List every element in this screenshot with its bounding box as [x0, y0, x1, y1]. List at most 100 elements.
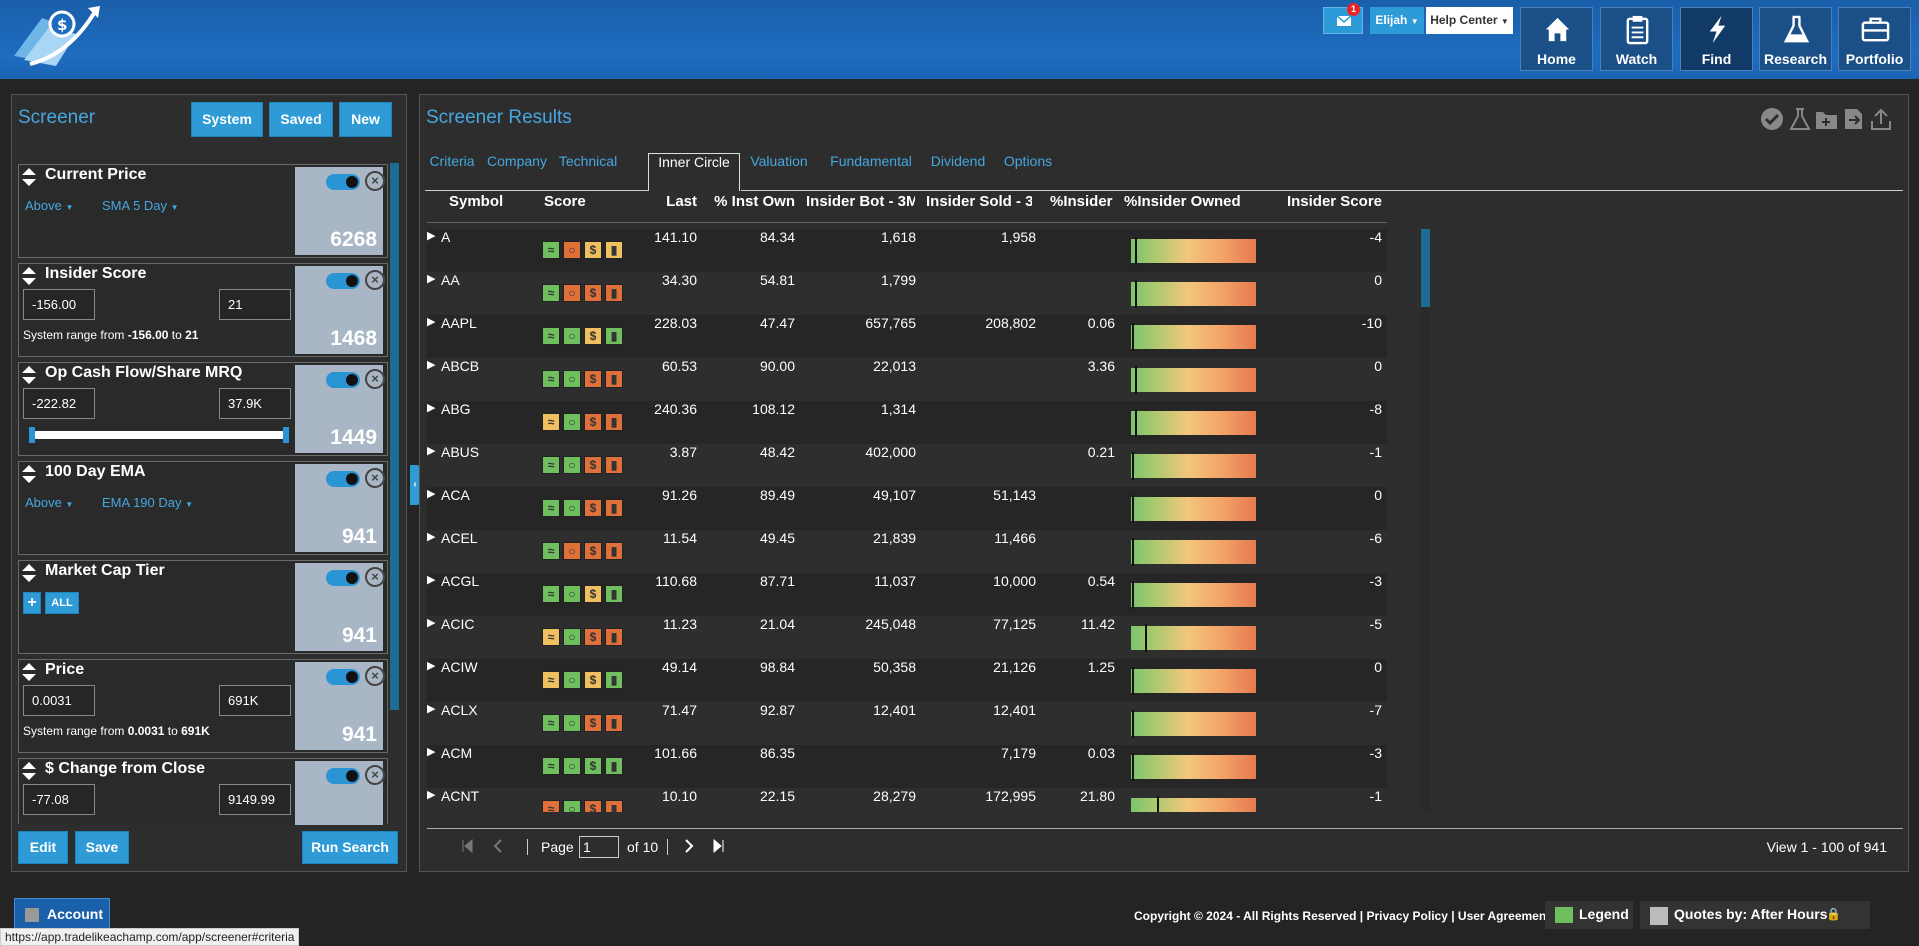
cell-symbol[interactable]: ACGL: [441, 573, 480, 589]
cell-symbol[interactable]: ABG: [441, 401, 471, 417]
score-trend-icon[interactable]: ≈: [542, 456, 560, 474]
privacy-link[interactable]: Privacy Policy: [1366, 909, 1448, 923]
sort-handle-icon[interactable]: [22, 762, 36, 780]
table-row[interactable]: ▶ ACGL ≈ ○ $ ▮ 110.68 87.71 11,037 10,000 0.54 -3: [427, 573, 1387, 616]
tab-dividend[interactable]: Dividend: [930, 153, 986, 169]
remove-icon[interactable]: ×: [365, 171, 385, 191]
score-circle-icon[interactable]: ○: [563, 456, 581, 474]
score-bar-chart-icon[interactable]: ▮: [605, 327, 623, 345]
nav-portfolio[interactable]: Portfolio: [1838, 7, 1911, 71]
sort-handle-icon[interactable]: [22, 663, 36, 681]
score-dollar-icon[interactable]: $: [584, 499, 602, 517]
score-circle-icon[interactable]: ○: [563, 284, 581, 302]
score-dollar-icon[interactable]: $: [584, 284, 602, 302]
score-bar-chart-icon[interactable]: ▮: [605, 800, 623, 812]
expand-row-icon[interactable]: ▶: [427, 531, 436, 543]
enable-toggle[interactable]: [326, 471, 360, 487]
expand-row-icon[interactable]: ▶: [427, 703, 436, 715]
cell-symbol[interactable]: AAPL: [441, 315, 477, 331]
indicator-dropdown[interactable]: SMA 5 Day ▼: [102, 198, 179, 213]
col-insider-bot[interactable]: Insider Bot - 3M: [806, 193, 915, 210]
col-insider-owned[interactable]: %Insider Owned: [1124, 193, 1241, 210]
expand-row-icon[interactable]: ▶: [427, 316, 436, 328]
score-dollar-icon[interactable]: $: [584, 585, 602, 603]
cell-symbol[interactable]: ACM: [441, 745, 473, 761]
score-circle-icon[interactable]: ○: [563, 542, 581, 560]
table-row[interactable]: ▶ ABCB ≈ ○ $ ▮ 60.53 90.00 22,013 3.36 0: [427, 358, 1387, 401]
enable-toggle[interactable]: [326, 174, 360, 190]
min-input[interactable]: -77.08: [23, 784, 95, 815]
last-page-icon[interactable]: [713, 839, 725, 853]
sort-handle-icon[interactable]: [22, 267, 36, 285]
score-trend-icon[interactable]: ≈: [542, 757, 560, 775]
page-input[interactable]: 1: [579, 836, 619, 858]
score-dollar-icon[interactable]: $: [584, 413, 602, 431]
table-row[interactable]: ▶ ACM ≈ ○ $ ▮ 101.66 86.35 7,179 0.03 -3: [427, 745, 1387, 788]
table-row[interactable]: ▶ ACNT ≈ ○ $ ▮ 10.10 22.15 28,279 172,995 21.80 -1: [427, 788, 1387, 812]
sort-handle-icon[interactable]: [22, 564, 36, 582]
score-trend-icon[interactable]: ≈: [542, 499, 560, 517]
score-bar-chart-icon[interactable]: ▮: [605, 499, 623, 517]
expand-row-icon[interactable]: ▶: [427, 746, 436, 758]
position-dropdown[interactable]: Above ▼: [25, 198, 73, 213]
score-bar-chart-icon[interactable]: ▮: [605, 714, 623, 732]
new-button[interactable]: New: [339, 102, 392, 137]
enable-toggle[interactable]: [326, 372, 360, 388]
score-circle-icon[interactable]: ○: [563, 413, 581, 431]
prev-page-icon[interactable]: [493, 839, 503, 853]
score-dollar-icon[interactable]: $: [584, 714, 602, 732]
score-dollar-icon[interactable]: $: [584, 542, 602, 560]
expand-row-icon[interactable]: ▶: [427, 574, 436, 586]
min-input[interactable]: -222.82: [23, 388, 95, 419]
expand-row-icon[interactable]: ▶: [427, 359, 436, 371]
expand-row-icon[interactable]: ▶: [427, 273, 436, 285]
table-row[interactable]: ▶ ACIW ≈ ○ $ ▮ 49.14 98.84 50,358 21,126 1.25 0: [427, 659, 1387, 702]
score-trend-icon[interactable]: ≈: [542, 628, 560, 646]
collapse-sidebar-tab[interactable]: ‹: [410, 465, 420, 505]
score-trend-icon[interactable]: ≈: [542, 327, 560, 345]
table-scrollbar-track[interactable]: [1421, 229, 1430, 812]
remove-icon[interactable]: ×: [365, 270, 385, 290]
score-bar-chart-icon[interactable]: ▮: [605, 542, 623, 560]
tab-company[interactable]: Company: [487, 153, 547, 169]
cell-symbol[interactable]: ABCB: [441, 358, 480, 374]
remove-icon[interactable]: ×: [365, 468, 385, 488]
max-input[interactable]: 691K: [219, 685, 291, 716]
table-row[interactable]: ▶ ABG ≈ ○ $ ▮ 240.36 108.12 1,314 -8: [427, 401, 1387, 444]
score-bar-chart-icon[interactable]: ▮: [605, 456, 623, 474]
expand-row-icon[interactable]: ▶: [427, 617, 436, 629]
col-inst-own[interactable]: % Inst Own: [714, 193, 795, 210]
table-row[interactable]: ▶ ACIC ≈ ○ $ ▮ 11.23 21.04 245,048 77,125 11.42 -5: [427, 616, 1387, 659]
enable-toggle[interactable]: [326, 768, 360, 784]
score-bar-chart-icon[interactable]: ▮: [605, 284, 623, 302]
nav-home[interactable]: Home: [1520, 7, 1593, 71]
tab-technical[interactable]: Technical: [558, 153, 618, 169]
col-pct-insider[interactable]: %Insider: [1050, 193, 1113, 210]
nav-research[interactable]: Research: [1759, 7, 1832, 71]
tier-all-chip[interactable]: ALL: [45, 592, 79, 614]
logo[interactable]: $: [10, 4, 102, 70]
score-circle-icon[interactable]: ○: [563, 370, 581, 388]
table-row[interactable]: ▶ AA ≈ ○ $ ▮ 34.30 54.81 1,799 0: [427, 272, 1387, 315]
col-symbol[interactable]: Symbol: [449, 193, 504, 210]
score-trend-icon[interactable]: ≈: [542, 800, 560, 812]
col-last[interactable]: Last: [666, 193, 697, 210]
enable-toggle[interactable]: [326, 570, 360, 586]
cell-symbol[interactable]: AA: [441, 272, 460, 288]
range-slider[interactable]: [33, 431, 285, 439]
nav-watch[interactable]: Watch: [1600, 7, 1673, 71]
file-export-icon[interactable]: [1845, 109, 1862, 129]
saved-button[interactable]: Saved: [269, 102, 333, 137]
expand-row-icon[interactable]: ▶: [427, 445, 436, 457]
score-trend-icon[interactable]: ≈: [542, 542, 560, 560]
min-input[interactable]: 0.0031: [23, 685, 95, 716]
score-dollar-icon[interactable]: $: [584, 671, 602, 689]
score-bar-chart-icon[interactable]: ▮: [605, 628, 623, 646]
expand-row-icon[interactable]: ▶: [427, 230, 436, 242]
score-dollar-icon[interactable]: $: [584, 327, 602, 345]
sort-handle-icon[interactable]: [22, 366, 36, 384]
system-button[interactable]: System: [191, 102, 263, 137]
slider-handle-min[interactable]: [29, 427, 35, 443]
slider-handle-max[interactable]: [283, 427, 289, 443]
upload-icon[interactable]: [1871, 108, 1891, 130]
